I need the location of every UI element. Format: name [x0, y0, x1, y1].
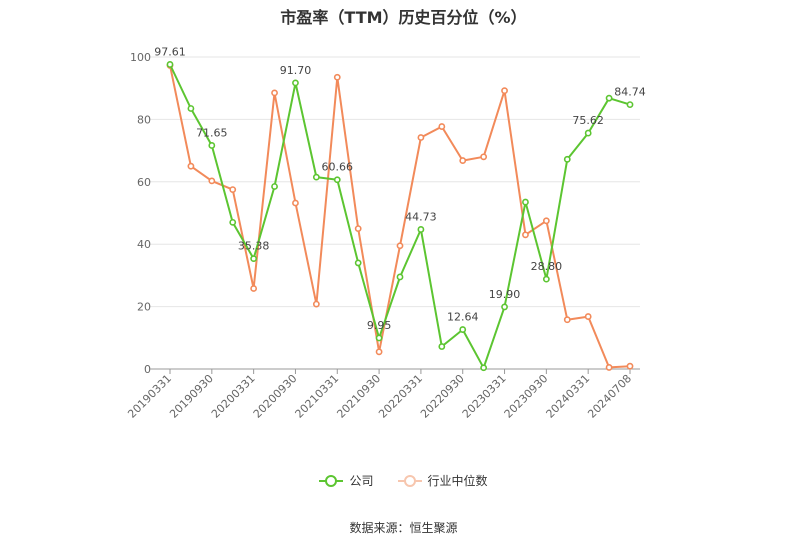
series-0-point-22 [626, 101, 634, 109]
data-label-8: 60.66 [322, 161, 354, 174]
series-0-point-20 [584, 129, 592, 137]
data-label-2: 71.65 [196, 126, 228, 139]
series-1-point-7 [312, 300, 320, 308]
series-1-point-3 [229, 186, 237, 193]
legend-item-industry[interactable]: 行业中位数 [397, 472, 488, 489]
series-0-point-16 [501, 303, 508, 311]
series-1-point-22 [626, 362, 634, 370]
chart-title: 市盈率（TTM）历史百分位（%） [280, 8, 527, 27]
series-1-point-21 [605, 364, 613, 371]
series-1-point-17 [522, 231, 529, 239]
data-label-22: 84.74 [614, 86, 646, 99]
x-tick-label-20220930: 20220930 [418, 372, 467, 421]
series-1-point-19 [563, 316, 571, 324]
series-1-point-8 [333, 73, 341, 81]
series-1-point-11 [396, 242, 404, 250]
series-0-point-21 [605, 94, 613, 102]
data-source: 数据来源：恒生聚源 [349, 521, 458, 535]
series-0-point-3 [229, 218, 237, 226]
legend-swatch-industry [397, 474, 422, 487]
series-0-point-5 [271, 183, 278, 190]
series-1-point-13 [438, 123, 446, 130]
x-tick-label-20220331: 20220331 [376, 372, 425, 421]
legend: 公司 行业中位数 [0, 472, 807, 489]
series-1-point-2 [208, 177, 216, 185]
x-tick-label-20240331: 20240331 [544, 372, 593, 421]
x-tick-label-20230930: 20230930 [502, 372, 551, 421]
y-tick-label-100: 100 [130, 51, 151, 64]
legend-swatch-company [319, 474, 344, 487]
series-0-point-15 [480, 364, 488, 372]
data-label-14: 12.64 [447, 311, 479, 324]
series-0-point-4 [250, 255, 258, 263]
series-0-point-13 [438, 343, 446, 350]
series-0-point-6 [292, 79, 299, 87]
series-0-point-17 [522, 198, 529, 206]
data-label-6: 91.70 [280, 64, 312, 77]
x-tick-label-20190331: 20190331 [125, 372, 174, 421]
series-0-point-2 [208, 142, 216, 149]
series-0-point-19 [563, 155, 571, 163]
series-1-point-6 [292, 199, 299, 207]
series-0-point-11 [396, 273, 404, 281]
series-1-point-10 [375, 348, 383, 356]
data-label-4: 35.38 [238, 240, 270, 253]
series-1-point-14 [459, 157, 467, 164]
data-label-10: 9.95 [367, 319, 392, 332]
series-1-point-9 [354, 225, 362, 232]
x-tick-label-20200930: 20200930 [251, 372, 300, 421]
series-0-point-7 [312, 173, 320, 181]
data-label-0: 97.61 [154, 45, 186, 58]
series-1-point-16 [501, 87, 508, 95]
series-0-point-12 [417, 226, 425, 233]
series-1-point-20 [584, 313, 592, 320]
series-0-point-14 [459, 326, 467, 333]
series-line-1 [169, 65, 631, 369]
series-0-point-18 [542, 275, 550, 283]
series-0-point-10 [375, 334, 383, 342]
data-label-12: 44.73 [405, 210, 437, 223]
series-1-point-5 [271, 89, 278, 97]
series-1-point-4 [250, 285, 258, 292]
x-tick-label-20200331: 20200331 [209, 372, 258, 421]
series-1-point-12 [417, 134, 425, 141]
series-0-point-9 [354, 259, 362, 267]
series-1-point-15 [480, 153, 488, 161]
series-0-point-0 [166, 61, 174, 68]
y-tick-label-80: 80 [137, 113, 151, 126]
y-tick-label-0: 0 [144, 363, 151, 376]
y-tick-label-60: 60 [137, 176, 151, 189]
series-0-point-8 [333, 176, 341, 184]
y-tick-label-40: 40 [137, 238, 151, 251]
x-tick-label-20210930: 20210930 [334, 372, 383, 421]
series-1-point-1 [187, 162, 195, 170]
data-label-20: 75.62 [572, 114, 604, 127]
legend-label-company: 公司 [349, 474, 374, 488]
x-tick-label-20190930: 20190930 [167, 372, 216, 421]
series-1-point-18 [542, 217, 550, 225]
data-label-16: 19.90 [489, 288, 521, 301]
x-tick-label-20230331: 20230331 [460, 372, 509, 421]
x-tick-label-20240708: 20240708 [585, 372, 634, 421]
legend-label-industry: 行业中位数 [427, 474, 488, 488]
data-label-18: 28.80 [531, 260, 563, 273]
x-tick-label-20210331: 20210331 [293, 372, 342, 421]
legend-item-company[interactable]: 公司 [319, 472, 374, 489]
series-0-point-1 [187, 105, 195, 112]
y-tick-label-20: 20 [137, 301, 151, 314]
